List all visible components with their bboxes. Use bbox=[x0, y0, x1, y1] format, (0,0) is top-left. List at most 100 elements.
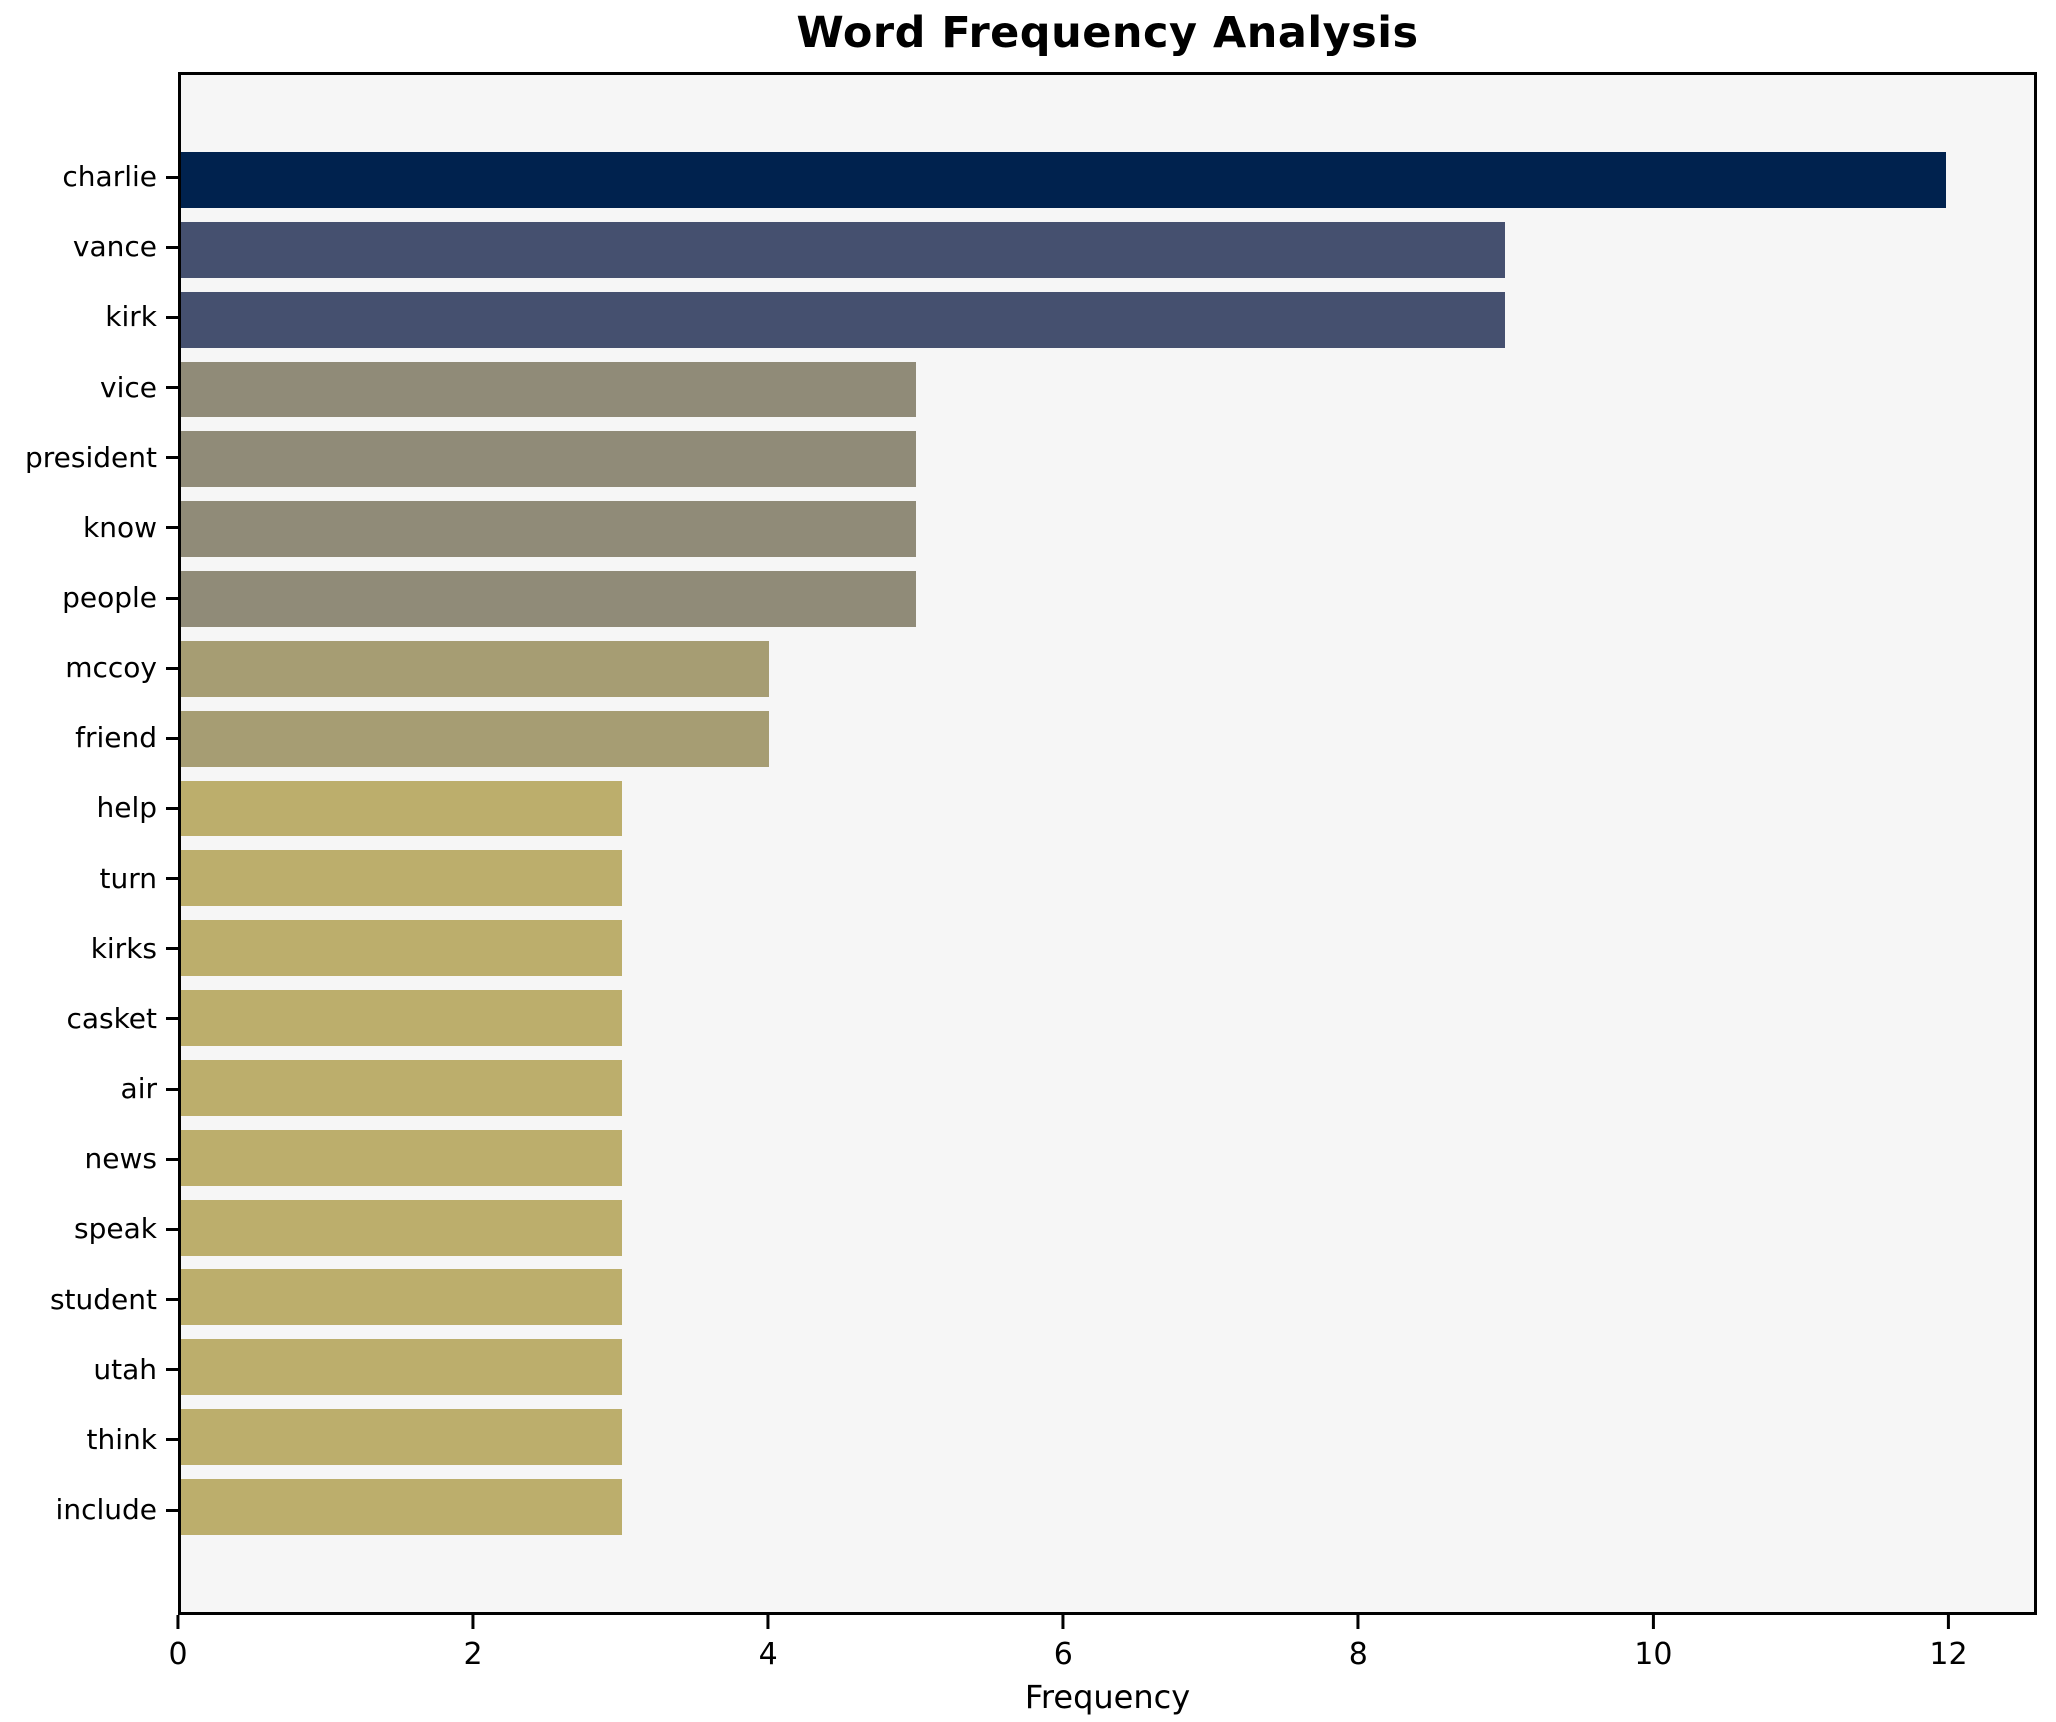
bar-row-student bbox=[181, 1263, 2034, 1333]
bar-row-help bbox=[181, 774, 2034, 844]
x-tick-value: 2 bbox=[463, 1637, 483, 1672]
x-tick-value: 8 bbox=[1348, 1637, 1368, 1672]
bar-vance bbox=[181, 221, 1505, 278]
bar-row-vance bbox=[181, 215, 2034, 285]
y-tick-label-friend: friend bbox=[75, 721, 157, 755]
y-tick-row-think: think bbox=[0, 1405, 178, 1475]
y-tick-label-utah: utah bbox=[93, 1352, 157, 1386]
y-tick-row-air: air bbox=[0, 1054, 178, 1124]
chart-title: Word Frequency Analysis bbox=[796, 8, 1419, 58]
x-tick-mark bbox=[766, 1615, 770, 1629]
x-tick-0: 0 bbox=[168, 1615, 188, 1672]
bar-row-vice bbox=[181, 355, 2034, 425]
bar-know bbox=[181, 501, 917, 558]
y-tick-label-help: help bbox=[96, 791, 157, 825]
bar-include bbox=[181, 1479, 623, 1535]
bar-news bbox=[181, 1129, 623, 1186]
y-tick-mark bbox=[166, 806, 178, 810]
y-tick-row-know: know bbox=[0, 493, 178, 563]
y-axis: charlie vance kirk vice president know people m… bbox=[0, 72, 178, 1615]
y-tick-row-vance: vance bbox=[0, 212, 178, 282]
y-tick-mark bbox=[166, 386, 178, 390]
bar-vice bbox=[181, 361, 917, 418]
y-tick-mark bbox=[166, 1298, 178, 1302]
y-tick-label-casket: casket bbox=[66, 1001, 157, 1035]
x-axis: 0 2 4 6 8 10 12 bbox=[168, 1615, 2037, 1685]
x-tick-mark bbox=[176, 1615, 180, 1629]
y-tick-mark bbox=[166, 526, 178, 530]
y-tick-mark bbox=[166, 1227, 178, 1231]
bar-think bbox=[181, 1409, 623, 1466]
y-tick-label-student: student bbox=[49, 1282, 157, 1316]
x-tick-mark bbox=[1356, 1615, 1360, 1629]
bar-people bbox=[181, 571, 917, 627]
y-tick-row-president: president bbox=[0, 423, 178, 493]
bar-row-think bbox=[181, 1402, 2034, 1472]
y-tick-label-kirk: kirk bbox=[105, 300, 157, 334]
x-tick-value: 10 bbox=[1634, 1637, 1673, 1672]
bar-row-president bbox=[181, 424, 2034, 494]
bar-row-mccoy bbox=[181, 634, 2034, 704]
y-tick-mark bbox=[166, 736, 178, 740]
y-tick-row-casket: casket bbox=[0, 984, 178, 1054]
y-tick-label-news: news bbox=[84, 1142, 157, 1176]
bar-kirks bbox=[181, 920, 623, 977]
y-tick-label-turn: turn bbox=[99, 861, 158, 895]
y-tick-mark bbox=[166, 947, 178, 951]
y-tick-label-speak: speak bbox=[74, 1212, 157, 1246]
bar-row-air bbox=[181, 1053, 2034, 1123]
bar-row-kirk bbox=[181, 285, 2034, 355]
y-tick-mark bbox=[166, 1438, 178, 1442]
y-tick-row-news: news bbox=[0, 1124, 178, 1194]
x-tick-10: 10 bbox=[1634, 1615, 1672, 1672]
y-tick-row-friend: friend bbox=[0, 703, 178, 773]
y-tick-label-air: air bbox=[120, 1072, 157, 1106]
y-tick-label-president: president bbox=[25, 440, 157, 474]
x-tick-mark bbox=[1946, 1615, 1950, 1629]
y-tick-mark bbox=[166, 175, 178, 179]
x-tick-mark bbox=[1651, 1615, 1655, 1629]
y-tick-mark bbox=[166, 1508, 178, 1512]
bar-friend bbox=[181, 710, 770, 767]
bar-row-friend bbox=[181, 704, 2034, 774]
y-tick-mark bbox=[166, 315, 178, 319]
y-tick-row-turn: turn bbox=[0, 844, 178, 914]
x-axis-label: Frequency bbox=[1024, 1678, 1191, 1716]
bar-row-news bbox=[181, 1123, 2034, 1193]
bar-row-people bbox=[181, 564, 2034, 634]
y-tick-row-mccoy: mccoy bbox=[0, 633, 178, 703]
bar-casket bbox=[181, 990, 623, 1046]
y-tick-mark bbox=[166, 1157, 178, 1161]
y-tick-mark bbox=[166, 456, 178, 460]
bar-turn bbox=[181, 850, 623, 907]
y-tick-label-kirks: kirks bbox=[90, 931, 157, 965]
bar-kirk bbox=[181, 291, 1505, 348]
bar-help bbox=[181, 780, 623, 837]
bar-row-utah bbox=[181, 1332, 2034, 1402]
y-tick-mark bbox=[166, 666, 178, 670]
bar-row-include bbox=[181, 1472, 2034, 1542]
y-tick-mark bbox=[166, 596, 178, 600]
bar-utah bbox=[181, 1339, 623, 1396]
bar-president bbox=[181, 431, 917, 488]
bar-row-kirks bbox=[181, 913, 2034, 983]
y-tick-mark bbox=[166, 1017, 178, 1021]
x-tick-2: 2 bbox=[464, 1615, 483, 1672]
bar-speak bbox=[181, 1199, 623, 1256]
x-tick-6: 6 bbox=[1054, 1615, 1073, 1672]
y-tick-row-student: student bbox=[0, 1265, 178, 1335]
y-tick-mark bbox=[166, 1368, 178, 1372]
y-tick-label-people: people bbox=[62, 581, 157, 615]
bar-air bbox=[181, 1059, 623, 1116]
x-tick-mark bbox=[1061, 1615, 1065, 1629]
bar-row-charlie bbox=[181, 145, 2034, 215]
y-tick-row-kirk: kirk bbox=[0, 282, 178, 352]
x-tick-4: 4 bbox=[759, 1615, 778, 1672]
y-tick-mark bbox=[166, 877, 178, 881]
y-tick-label-know: know bbox=[83, 510, 157, 544]
y-tick-row-include: include bbox=[0, 1475, 178, 1545]
x-tick-mark bbox=[471, 1615, 475, 1629]
y-tick-mark bbox=[166, 245, 178, 249]
y-tick-label-charlie: charlie bbox=[62, 160, 157, 194]
